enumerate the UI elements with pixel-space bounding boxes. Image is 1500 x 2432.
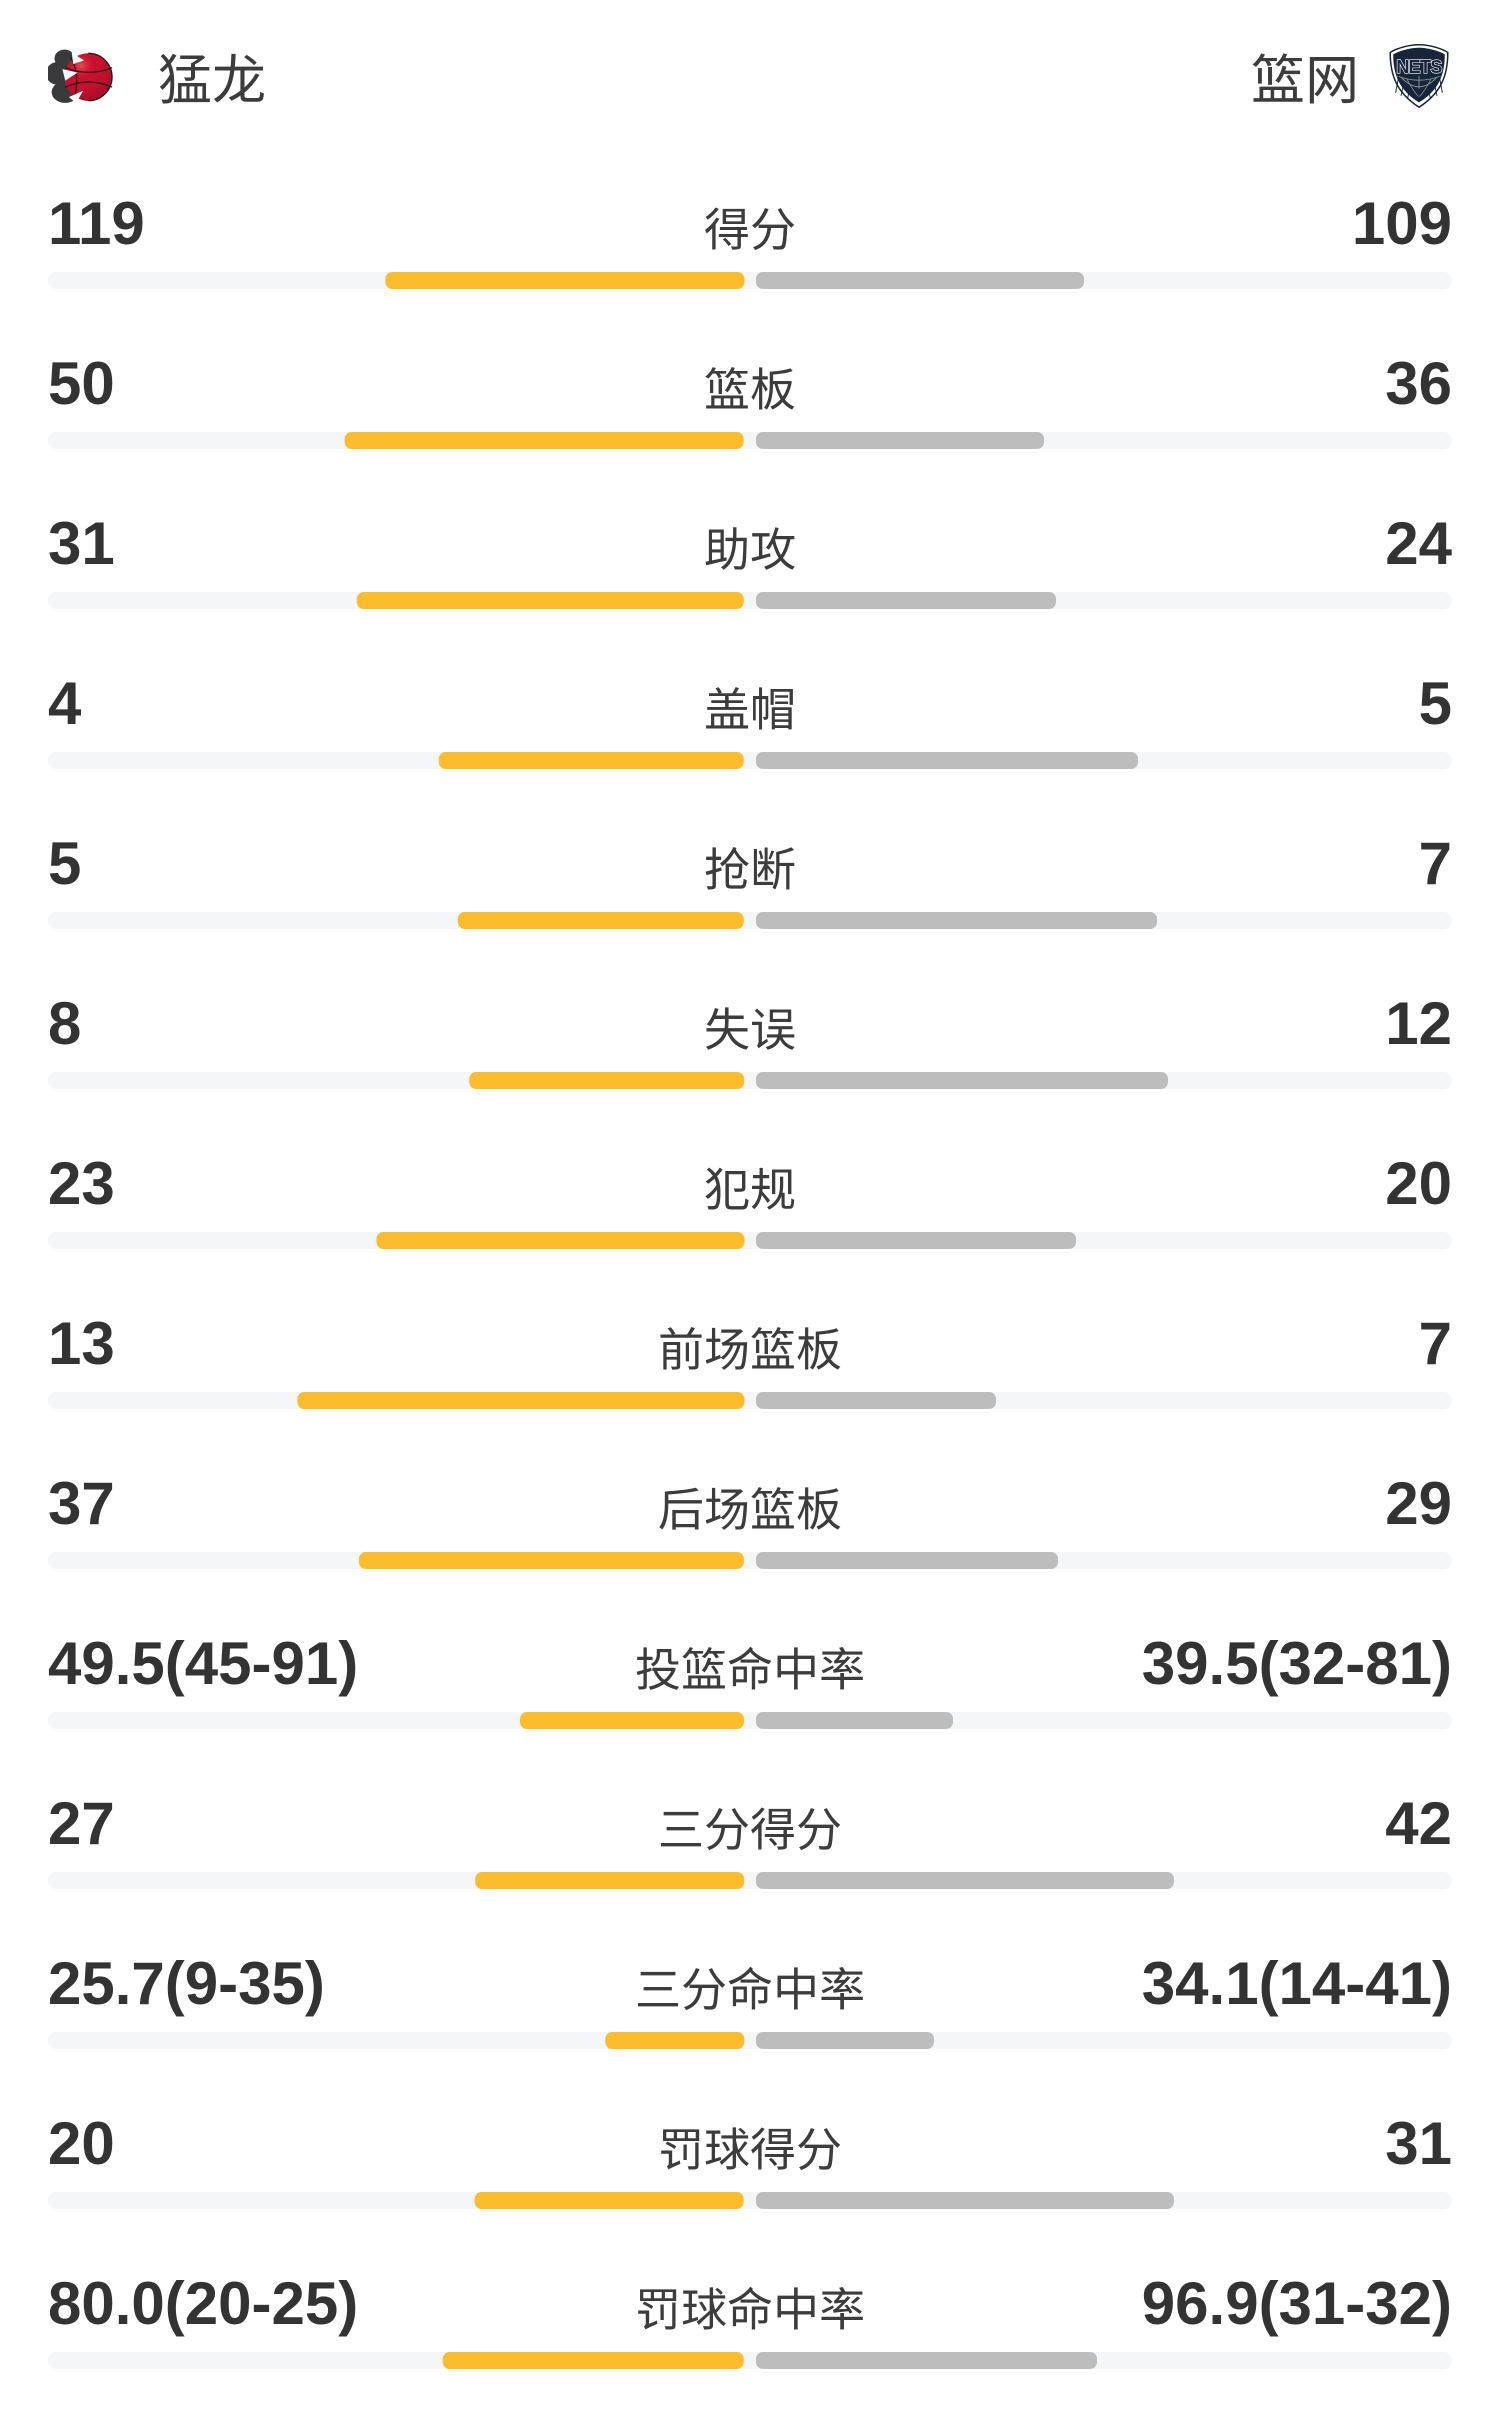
svg-text:NETS: NETS xyxy=(1396,57,1442,77)
